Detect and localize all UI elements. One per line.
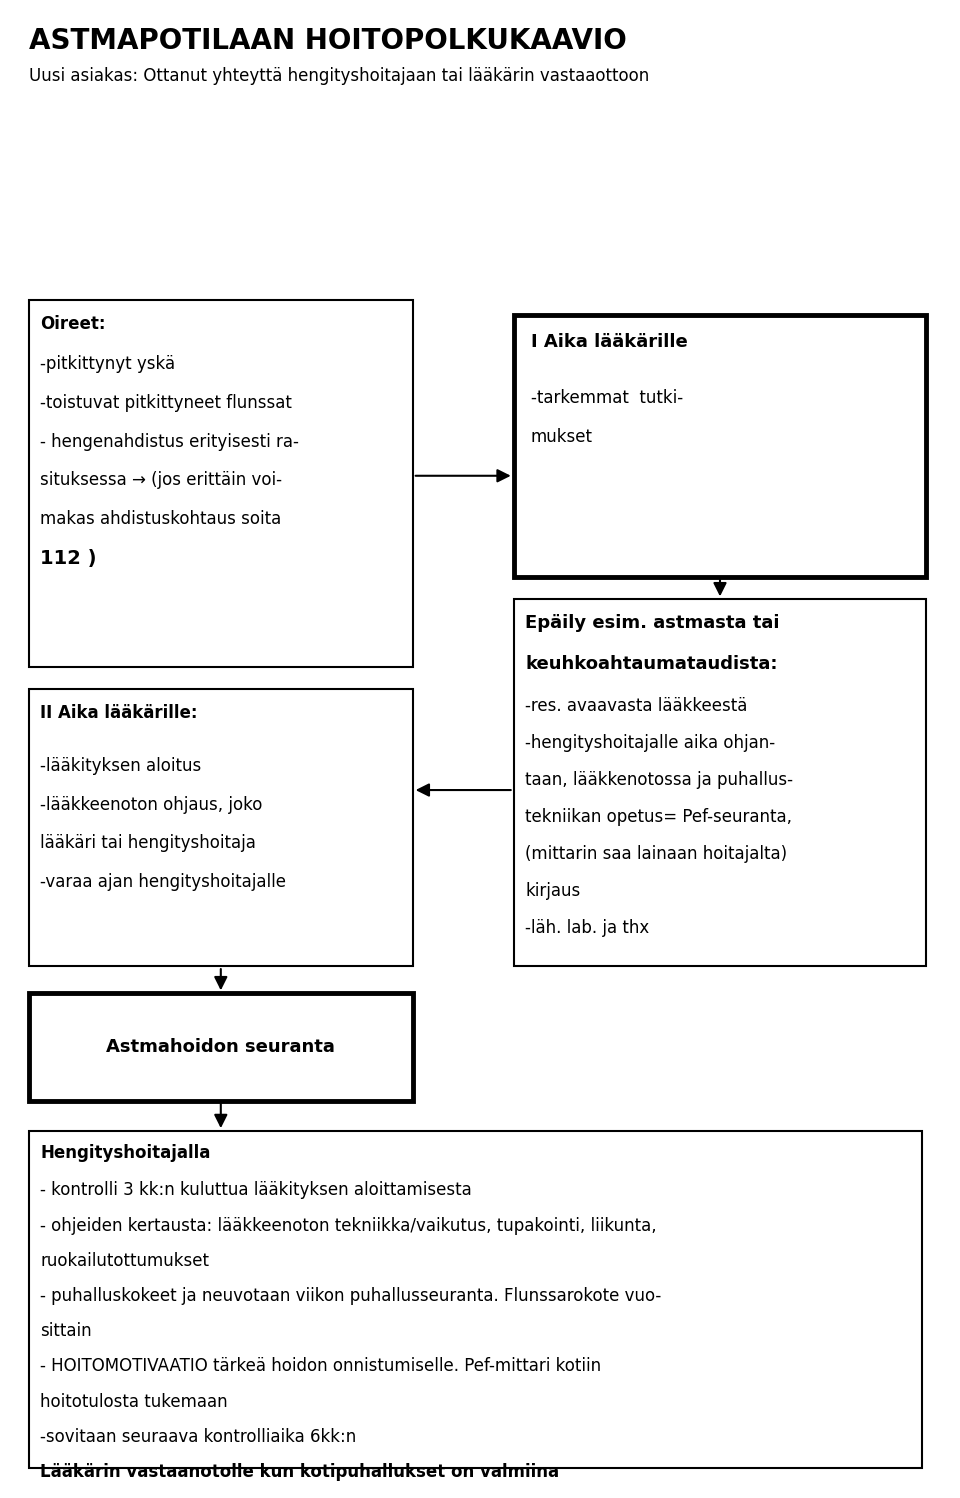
Bar [29, 993, 413, 1101]
Text: -sovitaan seuraava kontrolliaika 6kk:n: -sovitaan seuraava kontrolliaika 6kk:n [40, 1428, 356, 1446]
Bar [29, 1131, 922, 1468]
Text: Hengityshoitajalla: Hengityshoitajalla [40, 1144, 210, 1162]
Text: makas ahdistuskohtaus soita: makas ahdistuskohtaus soita [40, 509, 281, 527]
Text: -lääkkeenoton ohjaus, joko: -lääkkeenoton ohjaus, joko [40, 795, 263, 813]
Text: Uusi asiakas: Ottanut yhteyttä hengityshoitajaan tai lääkärin vastaaottoon: Uusi asiakas: Ottanut yhteyttä hengitysh… [29, 67, 649, 85]
Text: - kontrolli 3 kk:n kuluttua lääkityksen aloittamisesta: - kontrolli 3 kk:n kuluttua lääkityksen … [40, 1182, 472, 1200]
Bar [29, 689, 413, 966]
Text: hoitotulosta tukemaan: hoitotulosta tukemaan [40, 1393, 228, 1411]
Text: Lääkärin vastaanotolle kun kotipuhallukset on valmiina: Lääkärin vastaanotolle kun kotipuhalluks… [40, 1464, 560, 1482]
Text: sittain: sittain [40, 1323, 92, 1341]
Text: - puhalluskokeet ja neuvotaan viikon puhallusseuranta. Flunssarokote vuo-: - puhalluskokeet ja neuvotaan viikon puh… [40, 1287, 661, 1305]
Text: Oireet:: Oireet: [40, 315, 106, 333]
Text: II Aika lääkärille:: II Aika lääkärille: [40, 704, 198, 722]
Text: -tarkemmat  tutki-: -tarkemmat tutki- [531, 389, 683, 407]
Text: (mittarin saa lainaan hoitajalta): (mittarin saa lainaan hoitajalta) [525, 845, 787, 863]
Text: -läh. lab. ja thx: -läh. lab. ja thx [525, 918, 649, 936]
Bar [514, 315, 926, 577]
Text: - HOITOMOTIVAATIO tärkeä hoidon onnistumiselle. Pef-mittari kotiin: - HOITOMOTIVAATIO tärkeä hoidon onnistum… [40, 1357, 602, 1375]
Text: -varaa ajan hengityshoitajalle: -varaa ajan hengityshoitajalle [40, 873, 286, 891]
Text: -hengityshoitajalle aika ohjan-: -hengityshoitajalle aika ohjan- [525, 734, 776, 752]
Text: - ohjeiden kertausta: lääkkeenoton tekniikka/vaikutus, tupakointi, liikunta,: - ohjeiden kertausta: lääkkeenoton tekni… [40, 1216, 657, 1234]
Text: -res. avaavasta lääkkeestä: -res. avaavasta lääkkeestä [525, 697, 748, 715]
Text: I Aika lääkärille: I Aika lääkärille [531, 333, 687, 351]
Text: taan, lääkkenotossa ja puhallus-: taan, lääkkenotossa ja puhallus- [525, 771, 793, 789]
Bar [29, 300, 413, 667]
Bar [514, 599, 926, 966]
Text: - hengenahdistus erityisesti ra-: - hengenahdistus erityisesti ra- [40, 433, 300, 451]
Text: -toistuvat pitkittyneet flunssat: -toistuvat pitkittyneet flunssat [40, 394, 292, 412]
Text: kirjaus: kirjaus [525, 882, 581, 900]
Text: situksessa → (jos erittäin voi-: situksessa → (jos erittäin voi- [40, 472, 282, 490]
Text: lääkäri tai hengityshoitaja: lääkäri tai hengityshoitaja [40, 834, 256, 852]
Text: mukset: mukset [531, 427, 593, 445]
Text: Epäily esim. astmasta tai: Epäily esim. astmasta tai [525, 614, 780, 632]
Text: ruokailutottumukset: ruokailutottumukset [40, 1252, 209, 1270]
Text: tekniikan opetus= Pef-seuranta,: tekniikan opetus= Pef-seuranta, [525, 807, 792, 825]
Text: 112 ): 112 ) [40, 548, 97, 568]
Text: Astmahoidon seuranta: Astmahoidon seuranta [107, 1038, 335, 1056]
Text: -lääkityksen aloitus: -lääkityksen aloitus [40, 756, 202, 774]
Text: -pitkittynyt yskä: -pitkittynyt yskä [40, 355, 176, 373]
Text: ASTMAPOTILAAN HOITOPOLKUKAAVIO: ASTMAPOTILAAN HOITOPOLKUKAAVIO [29, 27, 627, 55]
Text: keuhkoahtaumataudista:: keuhkoahtaumataudista: [525, 655, 778, 673]
